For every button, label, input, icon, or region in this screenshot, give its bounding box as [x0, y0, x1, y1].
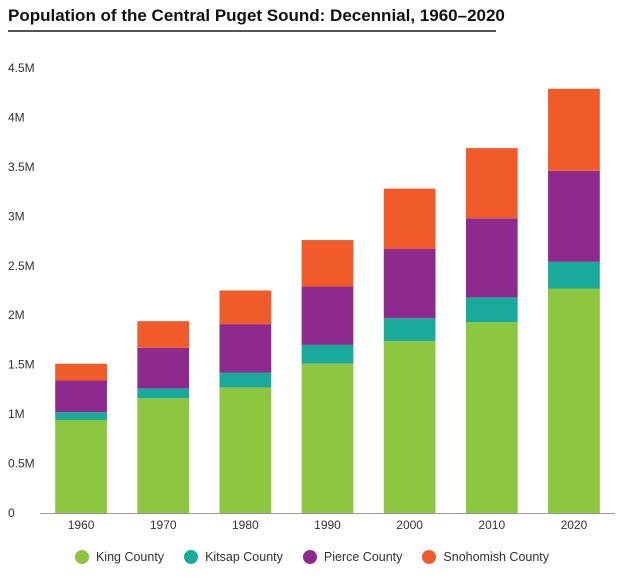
legend-swatch-icon [422, 550, 437, 564]
x-tick-label: 1970 [150, 518, 177, 532]
y-tick-label: 0 [8, 506, 15, 520]
bar-segment-kitsap-county-1970 [137, 388, 190, 399]
legend-swatch-icon [184, 550, 199, 564]
chart-legend: King County Kitsap County Pierce County Sno… [0, 550, 624, 564]
bar-segment-king-county-2010 [465, 322, 518, 513]
y-tick-label: 1M [8, 407, 25, 421]
bar-segment-king-county-1960 [55, 420, 107, 513]
bar-segment-kitsap-county-1980 [219, 372, 272, 388]
chart-canvas: 0 0.5M 1M 1.5M 2M 2.5M 3M 3.5M 4M 4.5M 1960 1970 198… [8, 61, 615, 532]
legend-label: Snohomish County [443, 550, 550, 564]
bar-segment-kitsap-county-1960 [55, 412, 107, 421]
y-tick-label: 3M [8, 209, 25, 223]
y-tick-label: 0.5M [8, 457, 35, 471]
bar-segment-snohomish-county-1970 [137, 321, 190, 348]
bar-segment-king-county-1990 [301, 363, 354, 513]
chart-title-wrap: Population of the Central Puget Sound: D… [8, 6, 505, 32]
bar-segment-snohomish-county-1990 [301, 240, 354, 287]
bar-segment-pierce-county-1990 [301, 286, 354, 345]
y-tick-label: 1.5M [8, 358, 35, 372]
legend-item: King County [74, 550, 165, 564]
legend-label: King County [95, 550, 165, 564]
legend-label: Kitsap County [205, 550, 283, 564]
legend-swatch-icon [74, 550, 89, 564]
bar-segment-pierce-county-2010 [465, 218, 518, 298]
x-tick-label: 2020 [561, 518, 588, 532]
bar-segment-pierce-county-2000 [383, 248, 436, 319]
y-tick-label: 4M [8, 110, 25, 124]
bar-segment-snohomish-county-2020 [548, 88, 600, 171]
bar-segment-snohomish-county-1980 [219, 290, 272, 325]
x-tick-label: 2000 [396, 518, 423, 532]
bar-segment-pierce-county-1980 [219, 324, 272, 373]
bar-segment-kitsap-county-2000 [383, 318, 436, 341]
x-tick-label: 1960 [68, 518, 95, 532]
x-tick-label: 2010 [478, 518, 505, 532]
bar-segment-king-county-2000 [383, 340, 436, 513]
bar-segment-pierce-county-2020 [548, 170, 600, 262]
bar-segment-king-county-1970 [137, 398, 190, 513]
bar-segment-snohomish-county-2000 [383, 188, 436, 249]
y-tick-label: 2M [8, 308, 25, 322]
y-tick-label: 2.5M [8, 259, 35, 273]
chart-title: Population of the Central Puget Sound: D… [8, 6, 505, 25]
bar-segment-king-county-2020 [548, 288, 600, 513]
legend-label: Pierce County [323, 550, 403, 564]
y-tick-label: 4.5M [8, 61, 35, 75]
bar-segment-kitsap-county-2020 [548, 261, 600, 289]
x-tick-label: 1990 [314, 518, 341, 532]
bar-segment-snohomish-county-2010 [465, 148, 518, 219]
bar-segment-king-county-1980 [219, 387, 272, 513]
bar-segment-pierce-county-1960 [55, 380, 107, 413]
legend-swatch-icon [302, 550, 317, 564]
bar-segment-pierce-county-1970 [137, 347, 190, 389]
x-tick-label: 1980 [232, 518, 259, 532]
y-tick-label: 3.5M [8, 160, 35, 174]
bar-segment-kitsap-county-1990 [301, 344, 354, 364]
bar-segment-snohomish-county-1960 [55, 363, 107, 381]
legend-item: Pierce County [302, 550, 403, 564]
legend-item: Kitsap County [184, 550, 283, 564]
legend-item: Snohomish County [422, 550, 549, 564]
bar-segment-kitsap-county-2010 [465, 297, 518, 323]
